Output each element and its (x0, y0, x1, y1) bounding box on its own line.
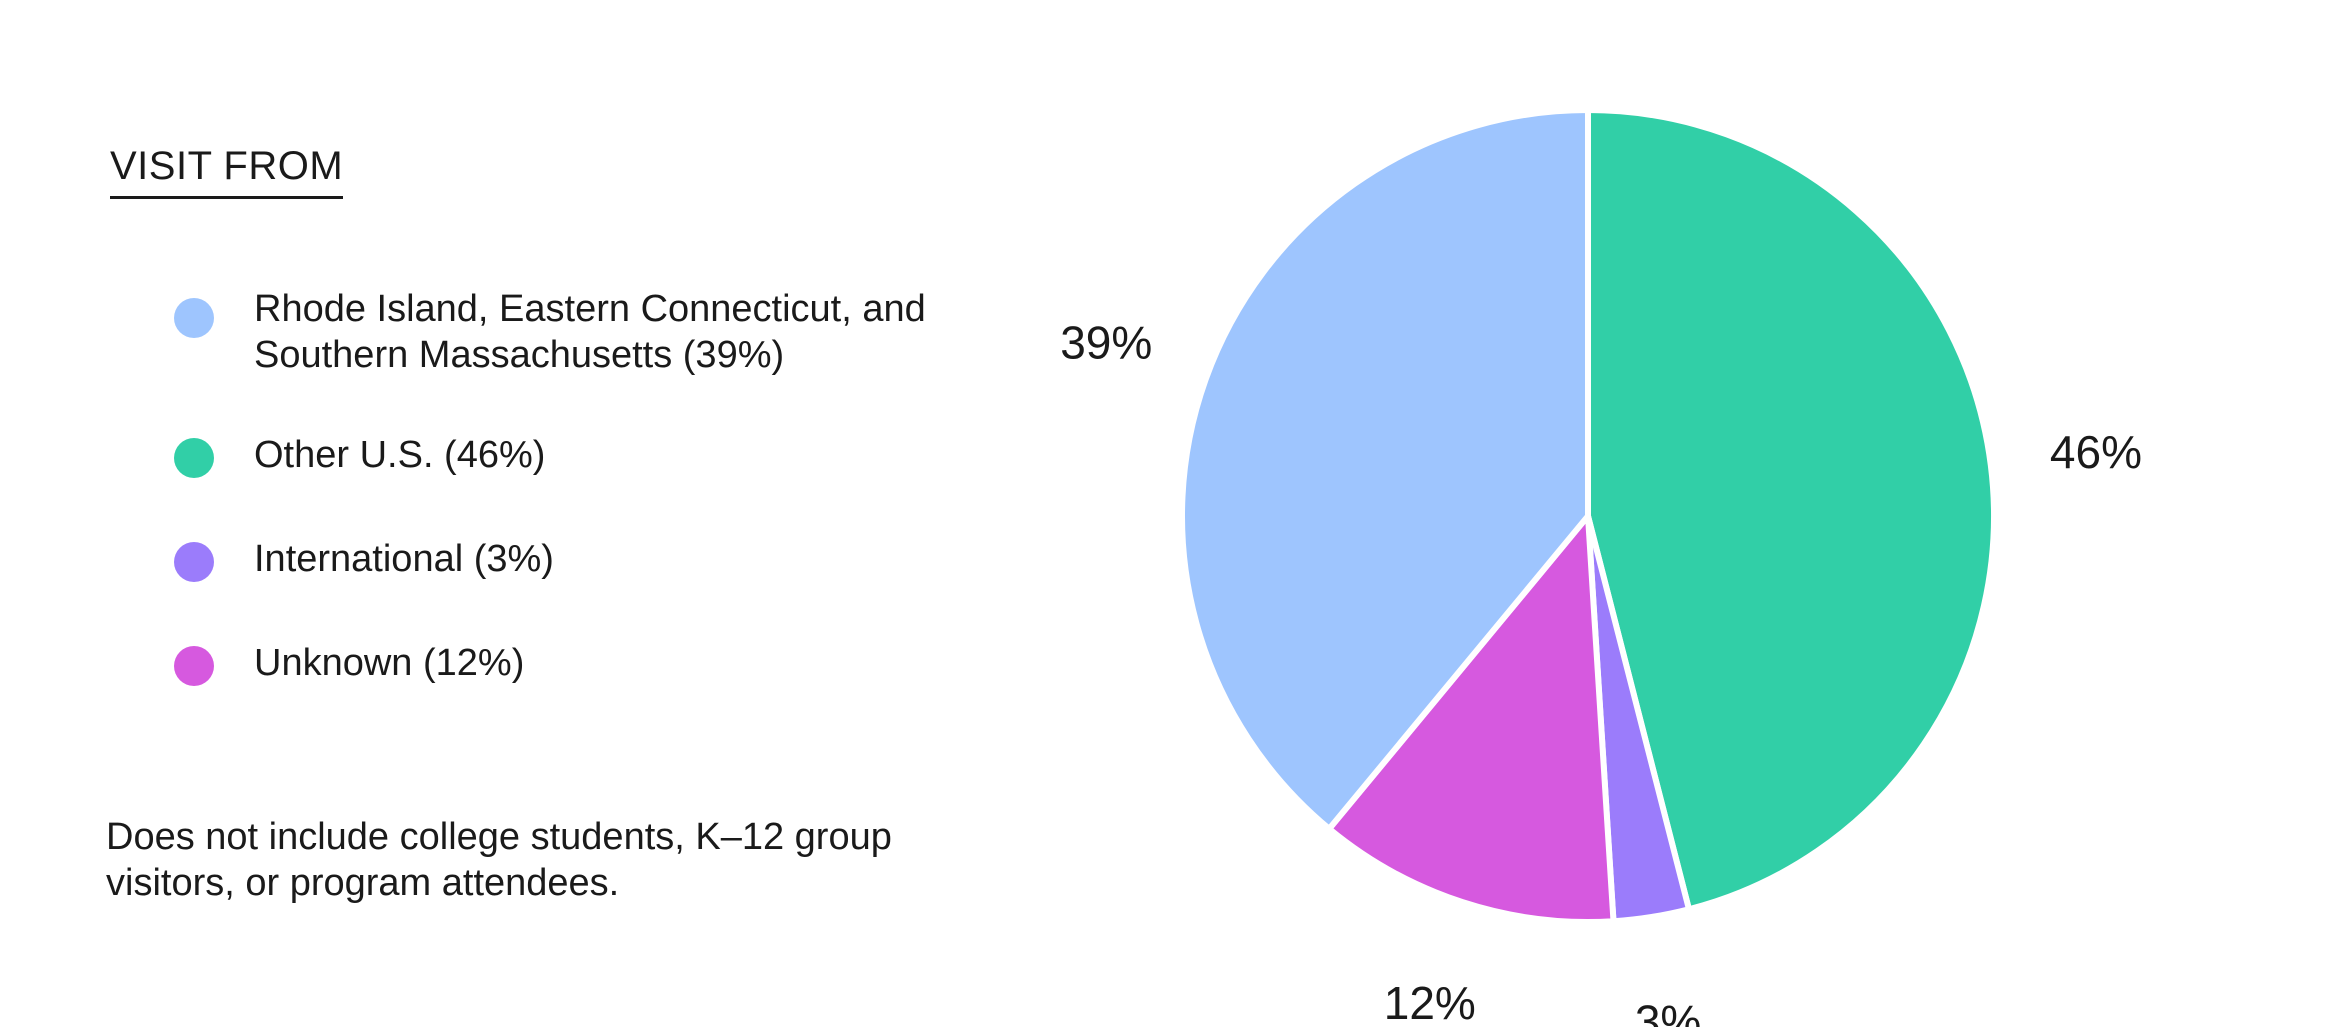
pie-label-other-u-s: 46% (2050, 426, 2142, 478)
pie-label-unknown: 12% (1384, 977, 1476, 1027)
pie-slice-rhode-island-eastern-connecticut-and-southern-massachusetts (1179, 107, 1591, 832)
pie-label-rhode-island-eastern-connecticut-and-southern-massachusetts: 39% (1060, 317, 1152, 369)
legend-label-other-us: Other U.S. (46%) (254, 434, 546, 476)
pie-label-international: 3% (1635, 996, 1701, 1027)
legend-swatch-ri-ct-ma (174, 298, 214, 338)
legend-title: VISIT FROM (110, 146, 344, 199)
legend-label-ri-ct-ma: Rhode Island, Eastern Connecticut, and S… (254, 288, 926, 376)
legend-swatch-unknown (174, 646, 214, 686)
legend-swatch-other-us (174, 438, 214, 478)
pie-slice-unknown (1326, 513, 1617, 925)
footnote: Does not include college students, K–12 … (106, 816, 892, 904)
legend-swatch-international (174, 542, 214, 582)
pie-slice-other-u-s (1585, 107, 1998, 913)
legend-label-international: International (3%) (254, 538, 554, 580)
legend-label-unknown: Unknown (12%) (254, 642, 525, 684)
